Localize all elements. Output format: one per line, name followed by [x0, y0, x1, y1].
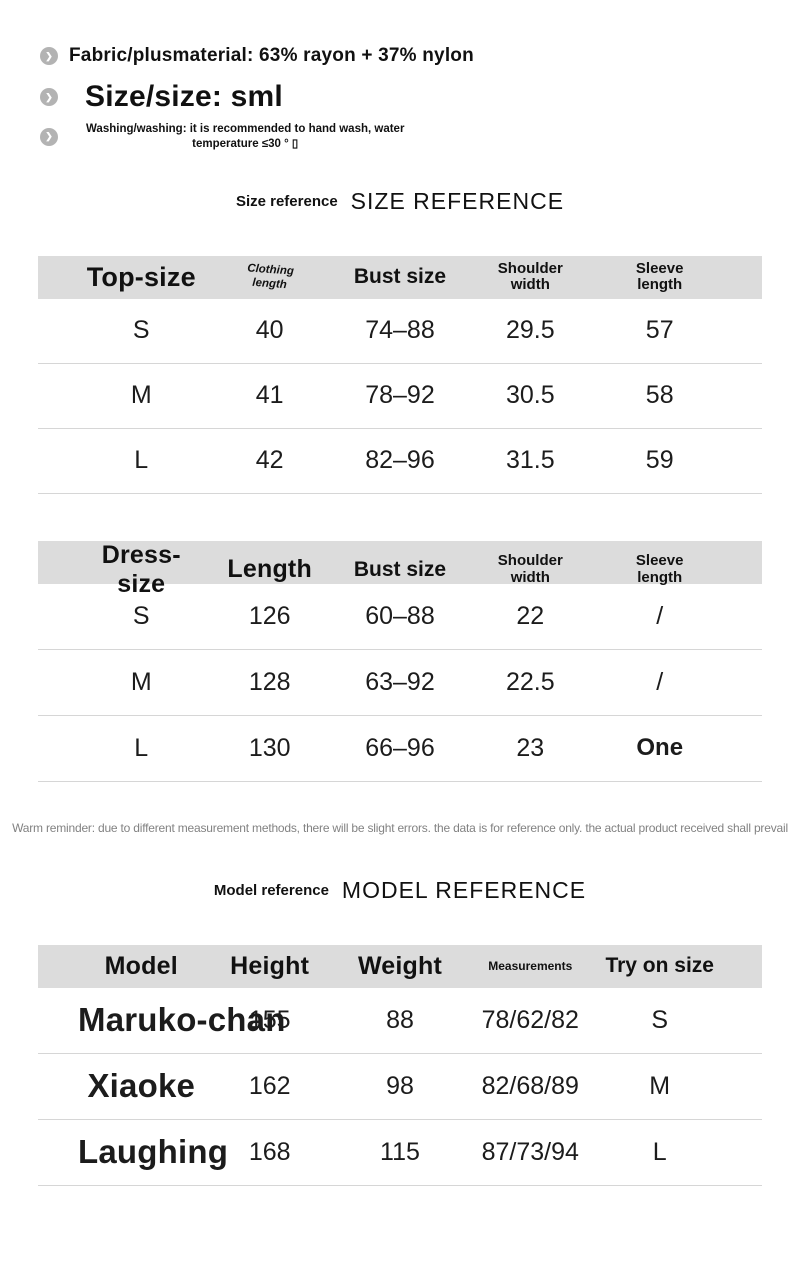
model-reference-subtitle: Model reference [213, 881, 329, 899]
cell-bust: 82–96 [365, 446, 435, 475]
cell-model-name: Maruko-chan [78, 1001, 286, 1039]
cell-measurements: 87/73/94 [481, 1137, 579, 1166]
cell-try-on-size: S [651, 1005, 669, 1034]
cell-height: 155 [248, 1005, 291, 1034]
header-cell-measurements: Measurements [488, 959, 573, 974]
size-attribute-text: Size/size: sml [85, 80, 283, 113]
fabric-attribute-row: ❯ Fabric/plusmaterial: 63% rayon + 37% n… [40, 45, 800, 67]
table-row: M 41 78–92 30.5 58 [38, 364, 762, 429]
cell-shoulder: 22.5 [505, 667, 555, 696]
cell-sleeve: 58 [645, 381, 674, 410]
cell-shoulder: 22 [516, 601, 545, 630]
warm-reminder-text: Warm reminder: due to different measurem… [12, 820, 788, 835]
cell-shoulder: 31.5 [505, 446, 555, 475]
product-size-chart-page: ❯ Fabric/plusmaterial: 63% rayon + 37% n… [0, 45, 800, 1186]
cell-size: L [134, 446, 149, 475]
table-row: Laughing 168 115 87/73/94 L [38, 1120, 762, 1186]
header-cell-try-on-size: Try on size [605, 954, 714, 978]
cell-clothing-length: 42 [255, 446, 284, 475]
washing-attribute-text: Washing/washing: it is recommended to ha… [86, 122, 404, 152]
cell-model-name: Xiaoke [87, 1067, 196, 1105]
dress-size-table-header: Dress-size Length Bust size Shoulder wid… [38, 540, 762, 598]
cell-try-on-size: L [652, 1137, 667, 1166]
top-size-table: Top-size Clothing length Bust size Shoul… [38, 255, 762, 494]
size-reference-title: SIZE REFERENCE [350, 187, 565, 214]
cell-model-name: Laughing [78, 1133, 229, 1171]
fabric-attribute-text: Fabric/plusmaterial: 63% rayon + 37% nyl… [69, 45, 474, 66]
header-cell-sleeve-length: Sleeve length [635, 259, 684, 294]
cell-bust: 66–96 [365, 733, 435, 762]
header-cell-sleeve-length: Sleeve length [635, 552, 684, 586]
header-cell-clothing-length: Clothing length [246, 261, 294, 291]
cell-bust: 78–92 [365, 381, 435, 410]
cell-bust: 60–88 [365, 601, 435, 630]
cell-height: 168 [248, 1137, 291, 1166]
product-attributes: ❯ Fabric/plusmaterial: 63% rayon + 37% n… [0, 45, 800, 152]
top-size-table-header: Top-size Clothing length Bust size Shoul… [38, 255, 762, 299]
header-cell-bust-size: Bust size [353, 557, 447, 581]
cell-sleeve: / [656, 667, 664, 696]
cell-height: 162 [248, 1071, 291, 1100]
cell-size: M [130, 667, 152, 696]
cell-length: 126 [248, 601, 291, 630]
cell-sleeve: One [636, 734, 684, 762]
cell-bust: 74–88 [365, 316, 435, 345]
chevron-right-icon: ❯ [40, 127, 58, 146]
washing-attribute-row: ❯ Washing/washing: it is recommended to … [40, 122, 800, 152]
table-row: Xiaoke 162 98 82/68/89 M [38, 1054, 762, 1120]
table-row: S 40 74–88 29.5 57 [38, 299, 762, 364]
cell-shoulder: 30.5 [505, 381, 555, 410]
cell-weight: 98 [386, 1071, 414, 1100]
header-cell-model: Model [104, 951, 178, 980]
table-row: L 130 66–96 23 One [38, 716, 762, 782]
cell-sleeve: 57 [645, 316, 674, 345]
model-reference-title: MODEL REFERENCE [341, 876, 587, 903]
chevron-right-icon: ❯ [40, 88, 58, 106]
size-reference-heading: Size reference SIZE REFERENCE [0, 188, 800, 215]
table-row: M 128 63–92 22.5 / [38, 650, 762, 716]
header-cell-length: Length [227, 555, 312, 584]
cell-shoulder: 29.5 [505, 316, 555, 345]
cell-measurements: 82/68/89 [481, 1071, 579, 1100]
table-row: L 42 82–96 31.5 59 [38, 429, 762, 494]
header-cell-height: Height [230, 951, 310, 980]
cell-length: 128 [248, 667, 291, 696]
size-attribute-row: ❯ Size/size: sml [40, 80, 800, 114]
cell-weight: 88 [386, 1005, 414, 1034]
header-cell-top-size: Top-size [86, 261, 196, 292]
table-row: Maruko-chan 155 88 78/62/82 S [38, 988, 762, 1054]
cell-shoulder: 23 [516, 733, 545, 762]
cell-sleeve: / [656, 601, 664, 630]
header-cell-shoulder-width: Shoulder width [497, 552, 563, 586]
table-row: S 126 60–88 22 / [38, 584, 762, 650]
cell-size: L [134, 733, 149, 762]
cell-sleeve: 59 [645, 446, 674, 475]
cell-size: S [132, 316, 150, 345]
cell-clothing-length: 41 [255, 381, 284, 410]
size-reference-subtitle: Size reference [235, 192, 338, 210]
cell-length: 130 [248, 733, 291, 762]
washing-line-1: Washing/washing: it is recommended to ha… [86, 123, 405, 135]
dress-size-table: Dress-size Length Bust size Shoulder wid… [38, 540, 762, 782]
cell-try-on-size: M [649, 1071, 671, 1100]
model-table-header: Model Height Weight Measurements Try on … [38, 944, 762, 988]
cell-size: S [132, 601, 150, 630]
header-cell-bust-size: Bust size [353, 265, 447, 289]
chevron-right-icon: ❯ [40, 47, 58, 65]
model-reference-table: Model Height Weight Measurements Try on … [38, 944, 762, 1186]
cell-weight: 115 [380, 1137, 420, 1166]
cell-clothing-length: 40 [255, 316, 284, 345]
header-cell-weight: Weight [357, 951, 443, 980]
cell-bust: 63–92 [365, 667, 435, 696]
model-reference-heading: Model reference MODEL REFERENCE [0, 877, 800, 904]
cell-measurements: 78/62/82 [481, 1005, 579, 1034]
washing-line-2: temperature ≤30 ° ▯ [192, 137, 299, 150]
header-cell-dress-size: Dress-size [101, 540, 181, 598]
header-cell-shoulder-width: Shoulder width [497, 259, 563, 294]
cell-size: M [130, 381, 152, 410]
